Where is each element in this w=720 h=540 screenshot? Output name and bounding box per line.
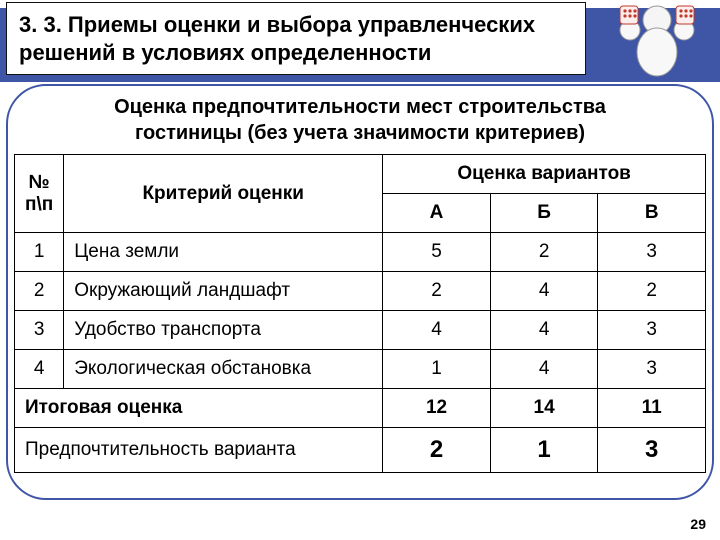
col-header-a: А	[383, 194, 491, 233]
cell-num: 3	[15, 311, 64, 350]
cell-b: 4	[490, 272, 598, 311]
col-header-criterion: Критерий оценки	[64, 155, 383, 233]
cell-c: 3	[598, 350, 706, 389]
col-header-c: В	[598, 194, 706, 233]
total-label: Итоговая оценка	[15, 389, 383, 428]
cell-c: 3	[598, 233, 706, 272]
cell-a: 1	[383, 350, 491, 389]
rank-a: 2	[383, 428, 491, 473]
mascot-figure	[612, 0, 702, 86]
cell-num: 2	[15, 272, 64, 311]
col-header-b: Б	[490, 194, 598, 233]
evaluation-table: № п\п Критерий оценки Оценка вариантов А…	[14, 154, 706, 473]
total-c: 11	[598, 389, 706, 428]
cell-num: 4	[15, 350, 64, 389]
subtitle-line1: Оценка предпочтительности мест строитель…	[114, 96, 606, 118]
cell-criterion: Удобство транспорта	[64, 311, 383, 350]
rank-b: 1	[490, 428, 598, 473]
cell-c: 2	[598, 272, 706, 311]
cell-criterion: Окружающий ландшафт	[64, 272, 383, 311]
col-header-num: № п\п	[15, 155, 64, 233]
table-row: 4 Экологическая обстановка 1 4 3	[15, 350, 706, 389]
page-number: 29	[690, 516, 706, 532]
table-row: 2 Окружающий ландшафт 2 4 2	[15, 272, 706, 311]
subtitle: Оценка предпочтительности мест строитель…	[0, 94, 720, 146]
cell-a: 2	[383, 272, 491, 311]
cell-b: 4	[490, 350, 598, 389]
total-a: 12	[383, 389, 491, 428]
cell-b: 4	[490, 311, 598, 350]
cell-criterion: Экологическая обстановка	[64, 350, 383, 389]
total-b: 14	[490, 389, 598, 428]
rank-row: Предпочтительность варианта 2 1 3	[15, 428, 706, 473]
cell-b: 2	[490, 233, 598, 272]
cell-criterion: Цена земли	[64, 233, 383, 272]
cell-c: 3	[598, 311, 706, 350]
col-header-variants: Оценка вариантов	[383, 155, 706, 194]
cell-a: 5	[383, 233, 491, 272]
section-title: 3. 3. Приемы оценки и выбора управленчес…	[6, 2, 586, 75]
cell-num: 1	[15, 233, 64, 272]
table-row: 3 Удобство транспорта 4 4 3	[15, 311, 706, 350]
rank-c: 3	[598, 428, 706, 473]
cell-a: 4	[383, 311, 491, 350]
subtitle-line2: гостиницы (без учета значимости критерие…	[135, 122, 585, 144]
total-row: Итоговая оценка 12 14 11	[15, 389, 706, 428]
table-body: 1 Цена земли 5 2 3 2 Окружающий ландшафт…	[15, 233, 706, 473]
table-row: 1 Цена земли 5 2 3	[15, 233, 706, 272]
rank-label: Предпочтительность варианта	[15, 428, 383, 473]
